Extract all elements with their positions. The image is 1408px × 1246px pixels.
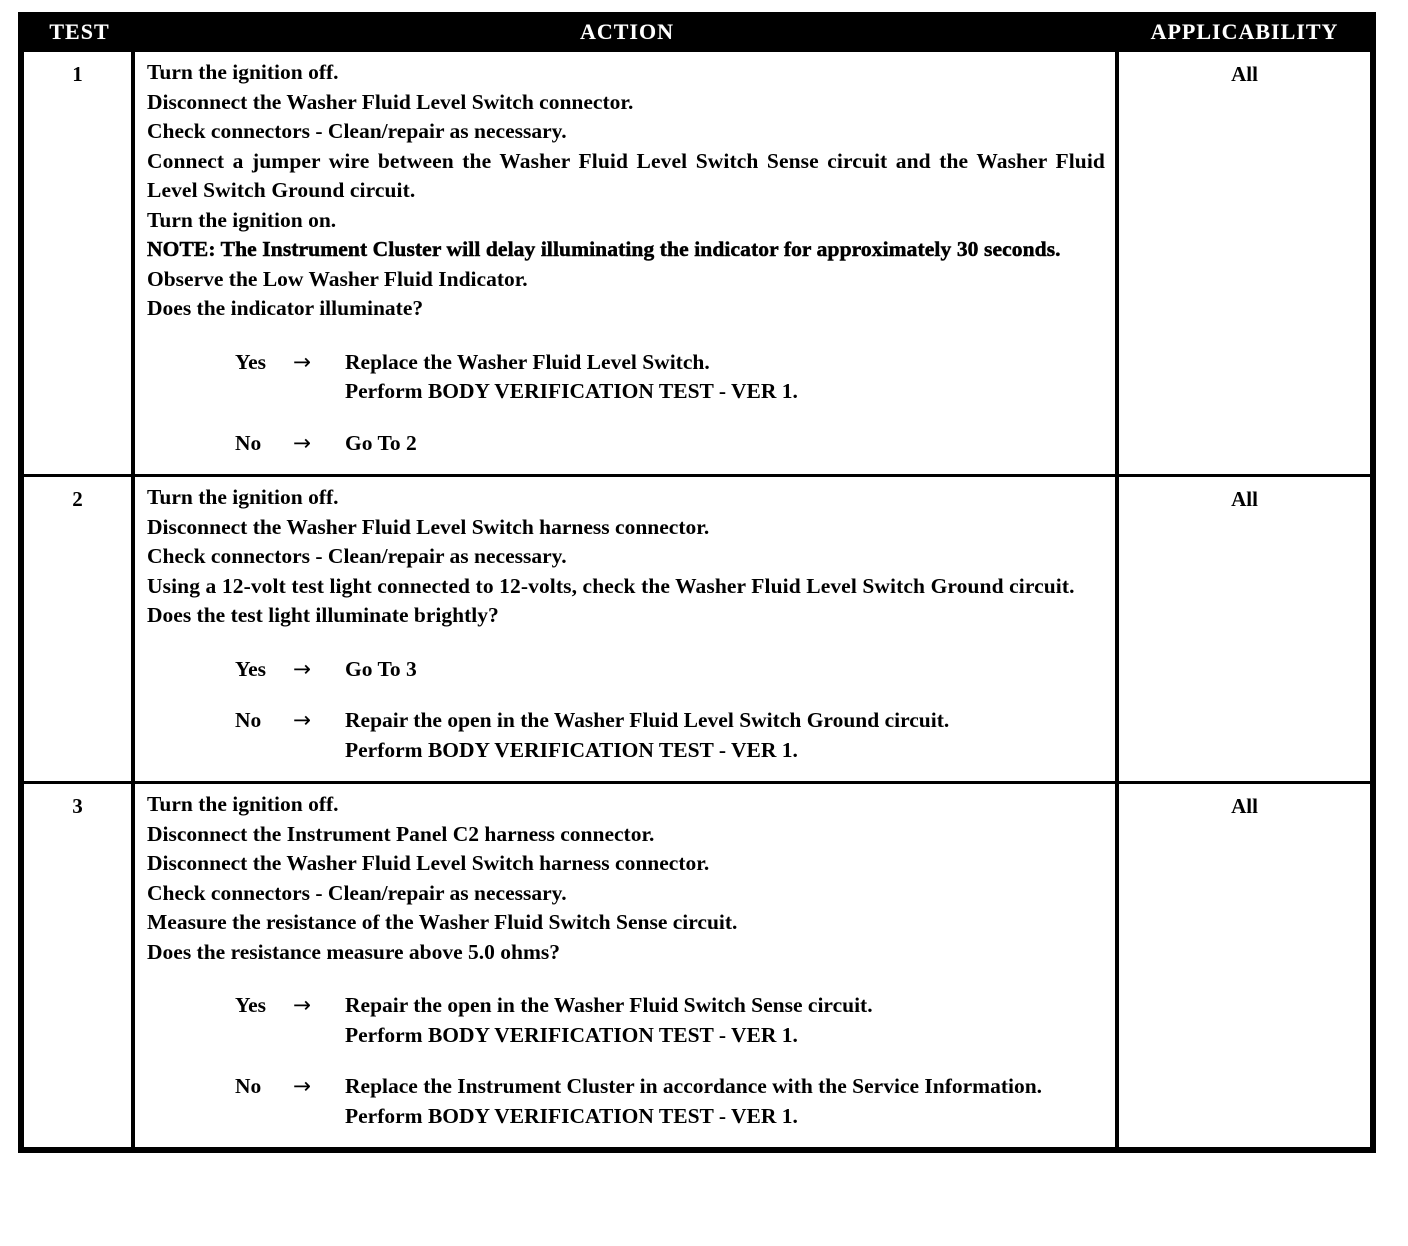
column-header-test: TEST bbox=[49, 19, 110, 44]
branch-arrow-icon: → bbox=[293, 430, 312, 456]
branch-yes: Yes → Go To 3 bbox=[147, 655, 1105, 685]
branch-result: Replace the Washer Fluid Level Switch. Pe… bbox=[345, 348, 1105, 407]
action-cell: Turn the ignition off. Disconnect the Was… bbox=[135, 477, 1119, 781]
branch-result-line: Perform BODY VERIFICATION TEST - VER 1. bbox=[345, 737, 798, 762]
branch-result-line: Perform BODY VERIFICATION TEST - VER 1. bbox=[345, 1103, 798, 1128]
action-step: Disconnect the Washer Fluid Level Switch… bbox=[147, 514, 710, 539]
branch-label: Yes bbox=[235, 993, 267, 1017]
column-header-action: ACTION bbox=[579, 19, 674, 44]
action-cell: Turn the ignition off. Disconnect the Was… bbox=[135, 52, 1119, 474]
action-step: Measure the resistance of the Washer Flu… bbox=[147, 910, 738, 934]
branch-list: Yes → Replace the Washer Fluid Level Switc… bbox=[147, 348, 1105, 459]
branch-label: No bbox=[235, 430, 262, 455]
branch-result-line: Replace the Washer Fluid Level Switch. bbox=[345, 349, 710, 374]
branch-result-line: Repair the open in the Washer Fluid Swit… bbox=[345, 993, 873, 1017]
branch-result: Repair the open in the Washer Fluid Swit… bbox=[345, 991, 1105, 1050]
table-body: 1 Turn the ignition off. Disconnect the Wa… bbox=[24, 52, 1370, 1147]
action-step: Disconnect the Washer Fluid Level Switch… bbox=[147, 851, 710, 875]
action-step: Does the resistance measure above 5.0 oh… bbox=[147, 939, 561, 964]
branch-result-line: Go To 2 bbox=[345, 430, 417, 455]
action-step: Turn the ignition on. bbox=[147, 207, 337, 232]
branch-result: Go To 3 bbox=[345, 655, 1105, 685]
branch-result: Repair the open in the Washer Fluid Leve… bbox=[345, 706, 1105, 765]
test-number-cell: 3 bbox=[24, 784, 135, 1147]
test-number-cell: 2 bbox=[24, 477, 135, 781]
action-step-wrapped: Using a 12-volt test light connected to … bbox=[147, 573, 1075, 598]
branch-list: Yes → Go To 3 No → Repair the open in the Was… bbox=[147, 655, 1105, 766]
table-row: 2 Turn the ignition off. Disconnect the Wa… bbox=[24, 474, 1370, 781]
branch-arrow-icon: → bbox=[293, 708, 312, 733]
action-step: Disconnect the Washer Fluid Level Switch… bbox=[147, 89, 634, 114]
table-row: 3 Turn the ignition off. Disconnect the In… bbox=[24, 781, 1370, 1147]
branch-arrow-icon: → bbox=[293, 1074, 312, 1099]
action-step-wrapped: Connect a jumper wire between the Washer… bbox=[147, 148, 1105, 203]
action-step: Disconnect the Instrument Panel C2 harne… bbox=[147, 821, 655, 846]
branch-arrow-icon: → bbox=[293, 656, 312, 682]
branch-label: No bbox=[235, 1074, 262, 1098]
branch-label: No bbox=[235, 708, 262, 732]
branch-list: Yes → Repair the open in the Washer Fluid … bbox=[147, 991, 1105, 1131]
action-step: Turn the ignition off. bbox=[147, 485, 339, 509]
branch-yes: Yes → Replace the Washer Fluid Level Switc… bbox=[147, 348, 1105, 407]
branch-result: Replace the Instrument Cluster in accord… bbox=[345, 1072, 1105, 1131]
branch-result: Go To 2 bbox=[345, 429, 1105, 459]
branch-result-line: Perform BODY VERIFICATION TEST - VER 1. bbox=[345, 379, 798, 403]
branch-arrow-icon: → bbox=[293, 349, 312, 375]
branch-yes: Yes → Repair the open in the Washer Fluid … bbox=[147, 991, 1105, 1050]
branch-arrow-icon: → bbox=[293, 993, 312, 1018]
branch-result-line: Perform BODY VERIFICATION TEST - VER 1. bbox=[345, 1022, 798, 1047]
branch-no: No → Go To 2 bbox=[147, 429, 1105, 459]
action-note: NOTE: The Instrument Cluster will delay … bbox=[147, 237, 1061, 261]
action-step: Turn the ignition off. bbox=[147, 792, 339, 816]
table-header-row: TEST ACTION APPLICABILITY bbox=[24, 12, 1370, 52]
diagnostic-test-table: TEST ACTION APPLICABILITY 1 Turn the igni… bbox=[18, 12, 1376, 1153]
action-step: Check connectors - Clean/repair as neces… bbox=[147, 880, 567, 905]
branch-result-line: Go To 3 bbox=[345, 656, 417, 681]
branch-no: No → Repair the open in the Washer Fluid L… bbox=[147, 706, 1105, 765]
branch-result-line: Replace the Instrument Cluster in accord… bbox=[345, 1074, 1043, 1098]
action-step: Does the indicator illuminate? bbox=[147, 296, 424, 320]
branch-label: Yes bbox=[235, 349, 267, 374]
column-header-applicability: APPLICABILITY bbox=[1150, 19, 1339, 44]
table-row: 1 Turn the ignition off. Disconnect the Wa… bbox=[24, 52, 1370, 474]
action-step: Turn the ignition off. bbox=[147, 60, 339, 84]
applicability-cell: All bbox=[1231, 62, 1258, 86]
branch-no: No → Replace the Instrument Cluster in acc… bbox=[147, 1072, 1105, 1131]
action-step: Observe the Low Washer Fluid Indicator. bbox=[147, 266, 528, 291]
action-cell: Turn the ignition off. Disconnect the Ins… bbox=[135, 784, 1119, 1147]
applicability-cell: All bbox=[1231, 794, 1258, 818]
action-step: Check connectors - Clean/repair as neces… bbox=[147, 119, 567, 143]
action-step: Does the test light illuminate brightly? bbox=[147, 603, 499, 627]
action-step: Check connectors - Clean/repair as neces… bbox=[147, 544, 567, 568]
test-number-cell: 1 bbox=[24, 52, 135, 474]
applicability-cell: All bbox=[1231, 487, 1258, 511]
branch-result-line: Repair the open in the Washer Fluid Leve… bbox=[345, 708, 950, 732]
branch-label: Yes bbox=[235, 656, 267, 681]
